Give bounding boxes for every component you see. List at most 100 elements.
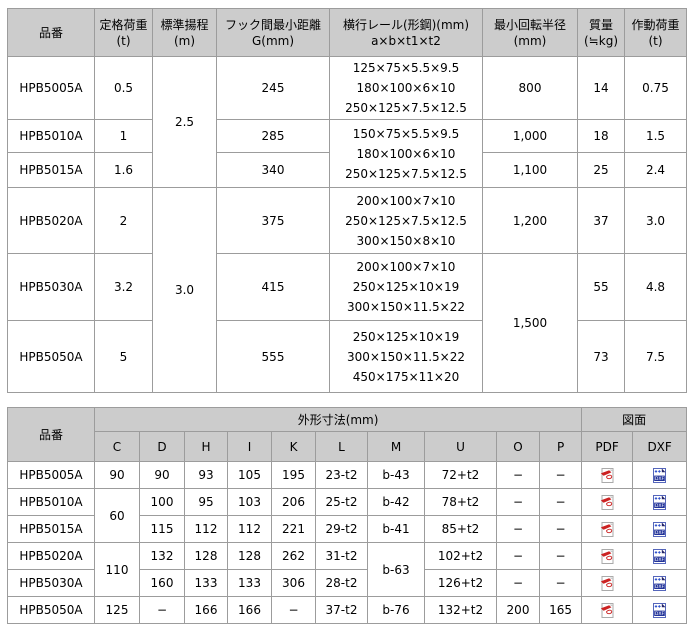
cell-part-no: HPB5015A <box>7 515 95 543</box>
cell-dim-p: − <box>538 488 583 516</box>
table-row: HPB5015A 1.6 340 1,100 25 2.4 <box>7 152 687 188</box>
cell-mass: 18 <box>577 119 625 153</box>
cell-dim-u: 132+t2 <box>424 596 497 624</box>
cell-turn-radius: 1,200 <box>482 187 578 254</box>
pdf-link[interactable] <box>599 548 616 565</box>
cell-hook-distance: 245 <box>216 56 330 120</box>
cell-part-no: HPB5020A <box>7 542 95 570</box>
cell-dim-u: 78+t2 <box>424 488 497 516</box>
cell-dim-o: − <box>496 488 540 516</box>
cell-dim-o: − <box>496 515 540 543</box>
pdf-cell <box>581 461 634 489</box>
table-row: HPB5005A 0.5 2.5 245 125×75×5.5×9.5 180×… <box>7 56 687 188</box>
dxf-link[interactable] <box>651 602 668 619</box>
pdf-link[interactable] <box>599 575 616 592</box>
col-header-m: M <box>367 431 425 462</box>
cell-mass: 55 <box>577 253 625 321</box>
cell-hook-distance: 415 <box>216 253 330 321</box>
cell-hook-distance: 375 <box>216 187 330 254</box>
cell-part-no: HPB5050A <box>7 320 95 393</box>
cell-dim-m: b-63 <box>367 542 425 597</box>
pdf-icon <box>599 602 616 619</box>
cell-rated-load: 1.6 <box>94 152 153 188</box>
dxf-link[interactable] <box>651 575 668 592</box>
col-header-min-turn-radius: 最小回転半径 (mm) <box>482 8 578 57</box>
cell-dim-d: 160 <box>139 569 185 597</box>
cell-dim-i: 105 <box>227 461 272 489</box>
col-header-standard-lift: 標準揚程 (m) <box>152 8 217 57</box>
cell-dim-u: 102+t2 <box>424 542 497 570</box>
col-header-i: I <box>227 431 272 462</box>
cell-part-no: HPB5005A <box>7 461 95 489</box>
cell-turn-radius: 1,500 <box>482 253 578 393</box>
cell-dim-h: 112 <box>184 515 228 543</box>
cell-traverse-rail: 200×100×7×10 250×125×7.5×12.5 300×150×8×… <box>329 187 483 254</box>
cell-dim-p: − <box>538 542 583 570</box>
cell-dim-m: b-42 <box>367 488 425 516</box>
col-header-hook-min-distance: フック間最小距離 G(mm) <box>216 8 330 57</box>
cell-hook-distance: 285 <box>216 119 330 153</box>
cell-turn-radius: 1,100 <box>482 152 578 188</box>
cell-dim-m: b-76 <box>367 596 425 624</box>
table-row: HPB5030A 3.2 415 200×100×7×10 250×125×10… <box>7 253 687 393</box>
cell-dim-u: 126+t2 <box>424 569 497 597</box>
cell-dim-i: 103 <box>227 488 272 516</box>
table-row: HPB5050A 5 555 250×125×10×19 300×150×11.… <box>7 320 687 393</box>
dxf-link[interactable] <box>651 521 668 538</box>
spec-table-header-row: 品番 定格荷重 (t) 標準揚程 (m) フック間最小距離 G(mm) 横行レー… <box>7 8 687 57</box>
cell-traverse-rail: 250×125×10×19 300×150×11.5×22 450×175×11… <box>329 320 483 393</box>
dxf-icon <box>651 494 668 511</box>
col-header-dxf: DXF <box>632 431 688 462</box>
col-header-o: O <box>496 431 540 462</box>
cell-dim-l: 37-t2 <box>315 596 368 624</box>
cell-dim-k: − <box>271 596 316 624</box>
table-row: HPB5010A 1 285 150×75×5.5×9.5 180×100×6×… <box>7 119 687 188</box>
cell-dim-c: 125 <box>94 596 140 624</box>
pdf-icon <box>599 494 616 511</box>
cell-dim-d: 115 <box>139 515 185 543</box>
dxf-link[interactable] <box>651 548 668 565</box>
pdf-link[interactable] <box>599 467 616 484</box>
col-header-l: L <box>315 431 368 462</box>
cell-working-load: 3.0 <box>624 187 687 254</box>
col-header-k: K <box>271 431 316 462</box>
pdf-icon <box>599 548 616 565</box>
col-header-pdf: PDF <box>581 431 634 462</box>
col-group-dimensions: 外形寸法(mm) <box>93 407 583 432</box>
cell-traverse-rail: 125×75×5.5×9.5 180×100×6×10 250×125×7.5×… <box>329 56 483 120</box>
pdf-cell <box>581 542 634 570</box>
cell-dim-c: 90 <box>94 461 140 489</box>
col-header-working-load: 作動荷重 (t) <box>624 8 687 57</box>
cell-working-load: 2.4 <box>624 152 687 188</box>
pdf-link[interactable] <box>599 494 616 511</box>
cell-dim-l: 25-t2 <box>315 488 368 516</box>
cell-part-no: HPB5020A <box>7 187 95 254</box>
dxf-cell <box>632 542 688 570</box>
cell-dim-l: 29-t2 <box>315 515 368 543</box>
cell-dim-l: 23-t2 <box>315 461 368 489</box>
cell-dim-h: 128 <box>184 542 228 570</box>
cell-dim-h: 166 <box>184 596 228 624</box>
cell-dim-m: b-41 <box>367 515 425 543</box>
cell-dim-i: 133 <box>227 569 272 597</box>
cell-part-no: HPB5005A <box>7 56 95 120</box>
cell-dim-o: 200 <box>496 596 540 624</box>
cell-dim-i: 112 <box>227 515 272 543</box>
pdf-link[interactable] <box>599 521 616 538</box>
cell-hook-distance: 555 <box>216 320 330 393</box>
cell-dim-k: 221 <box>271 515 316 543</box>
cell-mass: 25 <box>577 152 625 188</box>
dxf-cell <box>632 569 688 597</box>
pdf-link[interactable] <box>599 602 616 619</box>
cell-part-no: HPB5010A <box>7 119 95 153</box>
cell-mass: 37 <box>577 187 625 254</box>
cell-dim-h: 133 <box>184 569 228 597</box>
pdf-icon <box>599 521 616 538</box>
dxf-link[interactable] <box>651 494 668 511</box>
cell-traverse-rail: 200×100×7×10 250×125×10×19 300×150×11.5×… <box>329 253 483 321</box>
pdf-cell <box>581 515 634 543</box>
pdf-icon <box>599 467 616 484</box>
cell-dim-m: b-43 <box>367 461 425 489</box>
dxf-link[interactable] <box>651 467 668 484</box>
cell-dim-h: 95 <box>184 488 228 516</box>
